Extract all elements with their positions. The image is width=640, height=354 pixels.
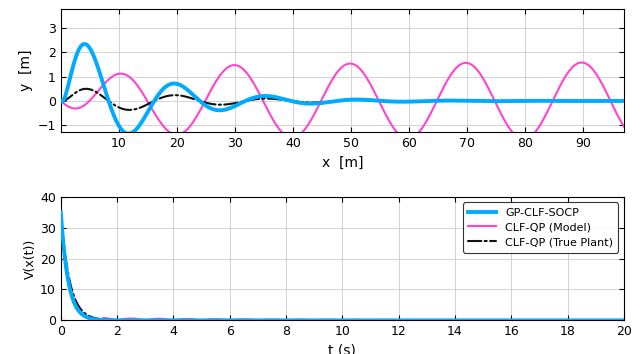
Y-axis label: y  [m]: y [m]: [19, 50, 33, 91]
CLF-QP (True Plant): [620, 318, 628, 322]
CLF-QP (Model): [423, 318, 431, 322]
Line: CLF-QP (True Plant): CLF-QP (True Plant): [61, 212, 624, 320]
GP-CLF-SOCP: [477, 318, 485, 322]
CLF-QP (Model): [272, 318, 280, 322]
CLF-QP (Model): [477, 318, 485, 322]
GP-CLF-SOCP: [159, 318, 167, 322]
CLF-QP (Model): [57, 210, 65, 214]
GP-CLF-SOCP: [423, 318, 431, 322]
CLF-QP (True Plant): [423, 318, 431, 322]
GP-CLF-SOCP: [620, 318, 628, 322]
CLF-QP (True Plant): [272, 318, 280, 322]
CLF-QP (True Plant): [159, 318, 167, 322]
X-axis label: x  [m]: x [m]: [322, 156, 363, 170]
Y-axis label: V(x(t)): V(x(t)): [24, 239, 37, 279]
GP-CLF-SOCP: [520, 318, 528, 322]
GP-CLF-SOCP: [395, 318, 403, 322]
CLF-QP (True Plant): [57, 210, 65, 214]
GP-CLF-SOCP: [272, 318, 280, 322]
CLF-QP (True Plant): [395, 318, 403, 322]
CLF-QP (Model): [395, 318, 403, 322]
CLF-QP (Model): [520, 318, 528, 322]
Line: CLF-QP (Model): CLF-QP (Model): [61, 212, 624, 320]
CLF-QP (True Plant): [477, 318, 485, 322]
Line: GP-CLF-SOCP: GP-CLF-SOCP: [61, 212, 624, 320]
GP-CLF-SOCP: [57, 210, 65, 214]
CLF-QP (Model): [620, 318, 628, 322]
CLF-QP (True Plant): [520, 318, 528, 322]
X-axis label: t (s): t (s): [328, 344, 356, 354]
Legend: GP-CLF-SOCP, CLF-QP (Model), CLF-QP (True Plant): GP-CLF-SOCP, CLF-QP (Model), CLF-QP (Tru…: [463, 202, 618, 253]
CLF-QP (Model): [159, 317, 167, 321]
CLF-QP (Model): [423, 318, 431, 322]
